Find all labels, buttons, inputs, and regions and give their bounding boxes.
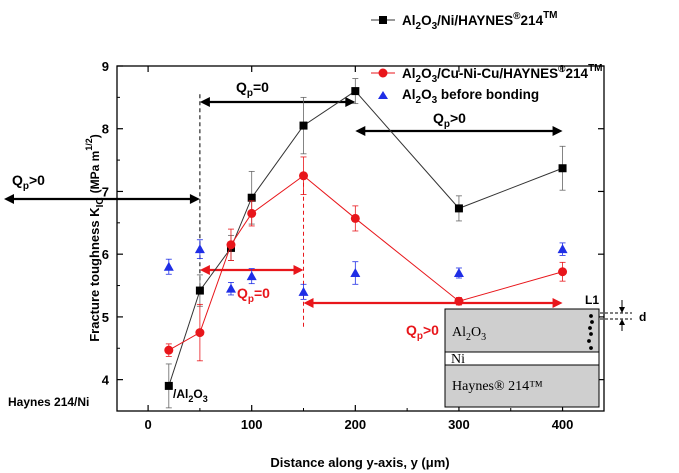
y-axis-title: Fracture toughness KIC (MPa m1/2) xyxy=(84,134,106,342)
inset-ni-layer xyxy=(444,351,600,366)
series-0-point-6 xyxy=(454,204,463,213)
inset-d-label: d xyxy=(639,310,646,324)
y-tick-label-5: 5 xyxy=(102,310,109,325)
x-tick-label-100: 100 xyxy=(241,417,263,432)
series-2-point-6 xyxy=(453,268,464,277)
qp-pos-black-right-arrow xyxy=(355,126,563,136)
series-2-point-5 xyxy=(350,268,361,277)
series-1-point-7 xyxy=(558,267,568,277)
series-2-point-7 xyxy=(557,244,568,254)
legend-label-before-bonding: Al2O3 before bonding xyxy=(402,87,539,106)
plot-frame xyxy=(116,65,605,412)
series-1-point-3 xyxy=(247,208,257,218)
y-axis-title-unit: (MPa m xyxy=(88,151,102,194)
y-tick-label-8: 8 xyxy=(102,122,109,137)
qp-zero-black-arrow xyxy=(199,97,356,107)
legend-item-ni: Al2O3/Ni/HAYNES®214TM xyxy=(371,10,558,32)
inset-l1-label: L1 xyxy=(585,293,599,307)
series-2 xyxy=(163,239,568,300)
legend-label-ni: Al2O3/Ni/HAYNES®214TM xyxy=(402,10,558,32)
series-0-point-3 xyxy=(247,193,256,202)
inset-al2o3-label: Al2O3 xyxy=(452,325,486,343)
al2o3-interface-label: /Al2O3 xyxy=(173,387,208,404)
y-axis-title-unit-sup: 1/2 xyxy=(84,138,94,151)
series-1-point-1 xyxy=(195,328,205,338)
qp-pos-black-left-label: Qp>0 xyxy=(12,172,45,192)
x-axis-title: Distance along y-axis, y (μm) xyxy=(270,455,449,470)
inset-haynes-label: Haynes® 214™ xyxy=(452,379,543,394)
series-0-point-0 xyxy=(164,381,173,390)
series-1 xyxy=(164,156,568,362)
series-2-point-2 xyxy=(225,283,236,293)
inset-ni-label: Ni xyxy=(451,352,465,367)
qp-pos-red-label: Qp>0 xyxy=(406,322,439,342)
qp-pos-black-right-label: Qp>0 xyxy=(433,110,466,130)
y-axis-title-sub: IC xyxy=(95,197,106,207)
x-tick-label-0: 0 xyxy=(144,417,151,432)
legend-item-before-bonding: Al2O3 before bonding xyxy=(378,87,539,106)
series-1-point-4 xyxy=(299,171,309,181)
series-1-point-0 xyxy=(164,345,174,355)
y-tick-label-7: 7 xyxy=(102,184,109,199)
haynes-ni-label: Haynes 214/Ni xyxy=(8,395,89,409)
series-1-line xyxy=(168,175,563,351)
series-0-line xyxy=(168,90,563,387)
x-tick-label-400: 400 xyxy=(552,417,574,432)
series-2-point-3 xyxy=(246,271,257,281)
y-axis-title-main: Fracture toughness K xyxy=(87,207,102,342)
series-0-point-4 xyxy=(299,121,308,130)
qp-pos-red-arrow xyxy=(303,298,563,308)
y-axis-title-unit-close: ) xyxy=(88,134,102,138)
qp-zero-red-label: Qp=0 xyxy=(237,285,270,305)
series-1-point-2 xyxy=(226,240,236,250)
series-2-point-0 xyxy=(163,261,174,271)
x-tick-label-300: 300 xyxy=(448,417,470,432)
series-1-point-6 xyxy=(454,296,464,306)
x-tick-label-200: 200 xyxy=(344,417,366,432)
qp-zero-black-label: Qp=0 xyxy=(236,79,269,99)
y-tick-label-9: 9 xyxy=(102,59,109,74)
series-2-point-1 xyxy=(194,244,205,254)
inset-al2o3-layer xyxy=(444,308,600,353)
y-tick-label-6: 6 xyxy=(102,247,109,262)
series-1-point-5 xyxy=(350,213,360,223)
series-0-point-5 xyxy=(351,87,360,96)
qp-pos-black-left-arrow xyxy=(4,194,200,204)
series-0-point-7 xyxy=(558,164,567,173)
legend-item-cuni: Al2O3/Cu-Ni-Cu/HAYNES®214TM xyxy=(371,63,603,85)
series-2-point-4 xyxy=(298,286,309,296)
layer-schematic-inset: Al2O3 Ni Haynes® 214™ L1 d xyxy=(444,293,646,408)
inset-indent-marks xyxy=(587,314,594,350)
legend-label-cuni: Al2O3/Cu-Ni-Cu/HAYNES®214TM xyxy=(402,63,603,85)
series-0-point-1 xyxy=(195,286,204,295)
inset-haynes-layer xyxy=(444,364,600,408)
y-tick-label-4: 4 xyxy=(102,373,110,388)
legend: Al2O3/Ni/HAYNES®214TM Al2O3/Cu-Ni-Cu/HAY… xyxy=(371,10,603,106)
